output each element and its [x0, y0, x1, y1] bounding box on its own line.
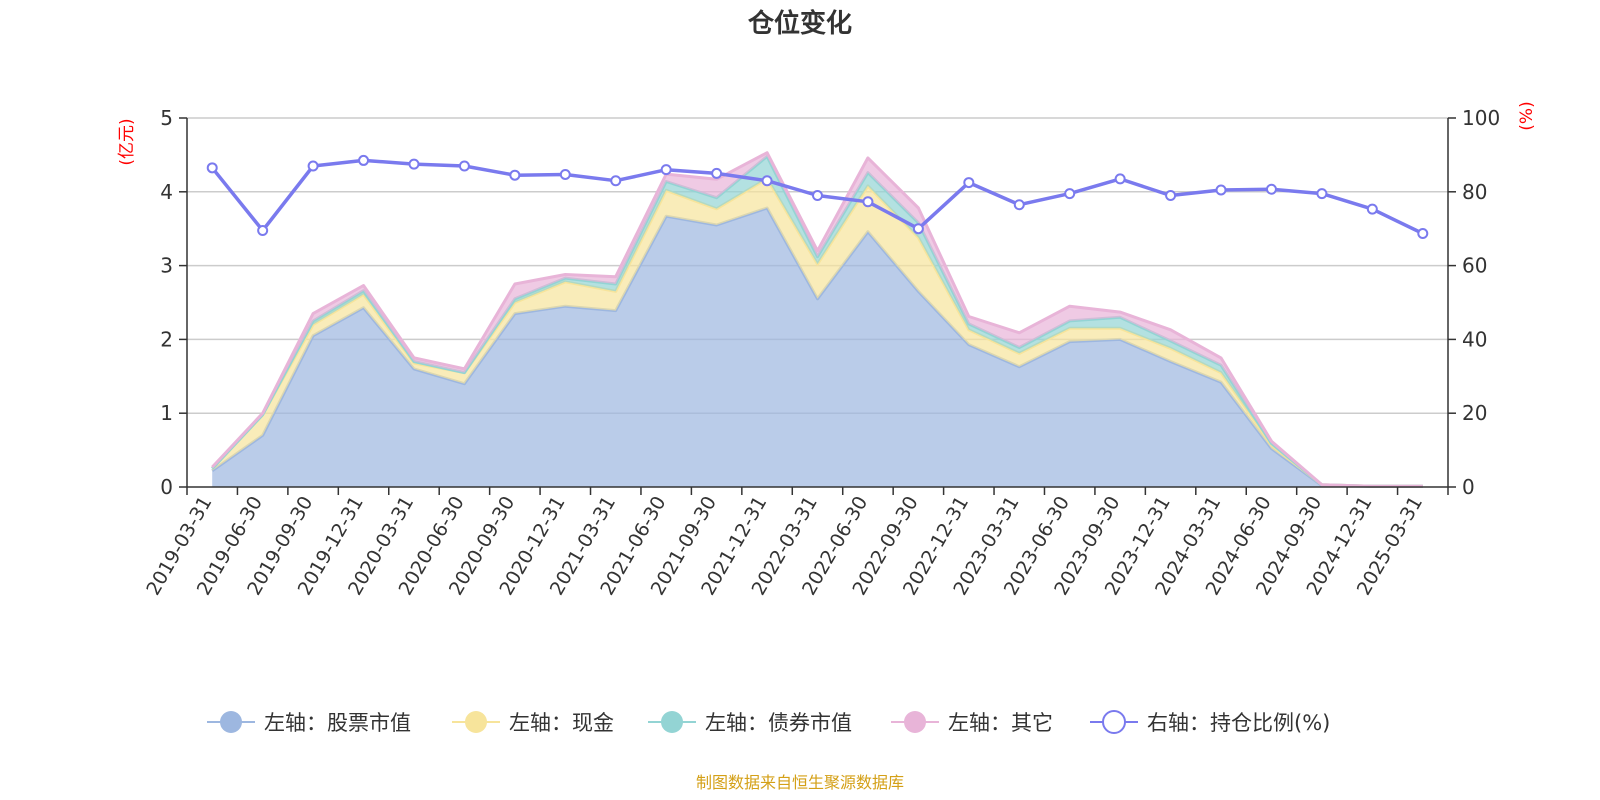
area-stock — [212, 208, 1423, 487]
chart-title: 仓位变化 — [747, 8, 852, 39]
ratio-point — [358, 154, 370, 166]
right-tick-label: 0 — [1462, 475, 1475, 499]
right-tick-label: 60 — [1462, 254, 1487, 278]
left-tick-label: 0 — [160, 475, 173, 499]
legend-label: 左轴：现金 — [509, 711, 614, 735]
source-note: 制图数据来自恒生聚源数据库 — [696, 773, 904, 792]
ratio-point — [1165, 189, 1177, 201]
ratio-point — [307, 160, 319, 172]
ratio-point — [458, 160, 470, 172]
ratio-point — [509, 169, 521, 181]
ratio-point — [963, 177, 975, 189]
ratio-point — [761, 175, 773, 187]
ratio-point — [812, 189, 823, 201]
ratio-point — [1265, 183, 1277, 195]
legend: 左轴：股票市值 左轴：现金 左轴：债券市值 左轴：其它 右轴：持仓比例(%) — [207, 710, 1330, 735]
ratio-point — [1316, 188, 1328, 200]
ratio-point — [1064, 188, 1076, 200]
ratio-point — [257, 225, 269, 237]
legend-marker — [904, 711, 926, 733]
left-tick-label: 4 — [160, 180, 173, 204]
stacked-areas — [211, 151, 1423, 488]
legend-label: 左轴：债券市值 — [705, 711, 852, 735]
ratio-point — [610, 175, 622, 187]
left-axis-unit: (亿元) — [117, 118, 137, 165]
ratio-point — [1417, 227, 1429, 239]
legend-marker — [661, 711, 683, 733]
right-tick-label: 40 — [1462, 327, 1487, 351]
right-axis-unit: (%) — [1517, 101, 1537, 130]
ratio-point — [408, 158, 420, 170]
right-tick-label: 80 — [1462, 180, 1487, 204]
legend-marker — [1102, 710, 1126, 734]
ratio-point — [660, 164, 672, 176]
ratio-point — [1366, 203, 1378, 215]
right-tick-label: 20 — [1462, 401, 1487, 425]
ratio-point — [1013, 199, 1025, 211]
ratio-point — [862, 196, 874, 208]
ratio-point — [1215, 184, 1227, 196]
legend-label: 右轴：持仓比例(%) — [1147, 711, 1330, 735]
legend-label: 左轴：股票市值 — [264, 711, 411, 735]
ratio-point — [559, 168, 571, 180]
left-tick-label: 2 — [160, 327, 173, 351]
ratio-point — [912, 223, 924, 235]
legend-label: 左轴：其它 — [948, 711, 1053, 735]
left-tick-label: 3 — [160, 254, 173, 278]
right-tick-label: 100 — [1462, 106, 1500, 130]
ratio-point — [206, 162, 218, 174]
ratio-point — [1114, 173, 1126, 185]
left-tick-label: 1 — [160, 401, 173, 425]
left-tick-label: 5 — [160, 106, 173, 130]
line-other — [211, 151, 1423, 488]
legend-marker — [465, 711, 487, 733]
ratio-point — [711, 167, 723, 179]
legend-marker — [220, 711, 242, 733]
ratio-line-series — [206, 154, 1429, 239]
